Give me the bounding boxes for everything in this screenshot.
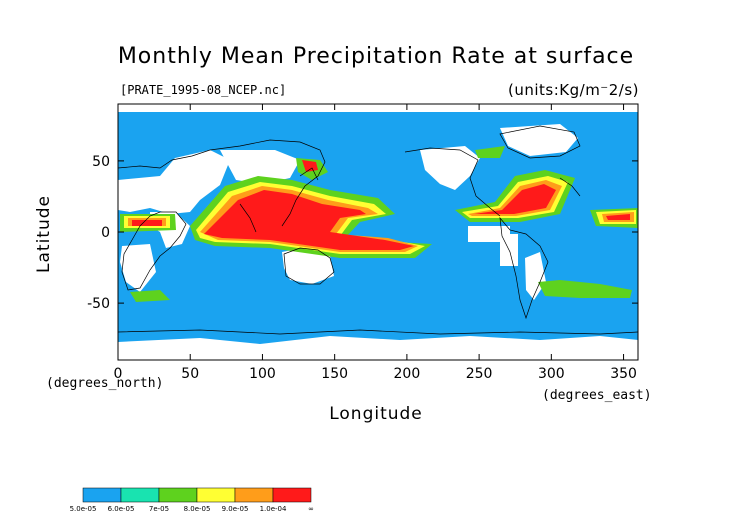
units-label: (units:Kg/m⁻2/s) <box>508 81 639 99</box>
colorbar-swatch <box>158 487 198 503</box>
colorbar-label: 5.0e-05 <box>70 505 97 513</box>
x-tick-label: 350 <box>610 366 637 382</box>
precip-level-red <box>132 160 630 250</box>
colorbar-label: 8.0e-05 <box>184 505 211 513</box>
x-tick-label: 300 <box>538 366 565 382</box>
colorbar-label: 7e-05 <box>149 505 169 513</box>
colorbar-swatch <box>234 487 274 503</box>
colorbar-label: 1.0e-04 <box>260 505 287 513</box>
x-tick-label: 100 <box>249 366 276 382</box>
colorbar-swatch <box>196 487 236 503</box>
y-tick-label: 50 <box>92 154 110 170</box>
chart-title: Monthly Mean Precipitation Rate at surfa… <box>117 44 635 69</box>
y-tick-label: 0 <box>101 225 110 241</box>
colorbar-swatch <box>120 487 160 503</box>
colorbar-label: 6.0e-05 <box>108 505 135 513</box>
colorbar-label: ∞ <box>308 505 314 513</box>
x-axis-units-note: (degrees_east) <box>542 388 652 403</box>
x-tick-label: 0 <box>114 366 123 382</box>
y-axis-ticks: 50 0 -50 <box>87 154 638 312</box>
y-axis-label: Latitude <box>34 195 54 273</box>
colorbar: 5.0e-05 6.0e-05 7e-05 8.0e-05 9.0e-05 1.0e-04… <box>70 487 314 513</box>
file-label: [PRATE_1995-08_NCEP.nc] <box>120 83 287 97</box>
coastlines <box>118 125 638 335</box>
x-axis-label: Longitude <box>329 404 423 424</box>
x-tick-label: 250 <box>466 366 493 382</box>
x-axis-ticks: 0 50 100 150 200 250 300 350 <box>114 104 637 382</box>
colorbar-label: 9.0e-05 <box>222 505 249 513</box>
x-tick-label: 150 <box>321 366 348 382</box>
y-tick-label: -50 <box>87 296 110 312</box>
colorbar-swatch <box>82 487 122 503</box>
y-axis-units-note: (degrees_north) <box>46 376 164 391</box>
colorbar-swatch <box>272 487 312 503</box>
x-tick-label: 200 <box>394 366 421 382</box>
x-tick-label: 50 <box>181 366 199 382</box>
